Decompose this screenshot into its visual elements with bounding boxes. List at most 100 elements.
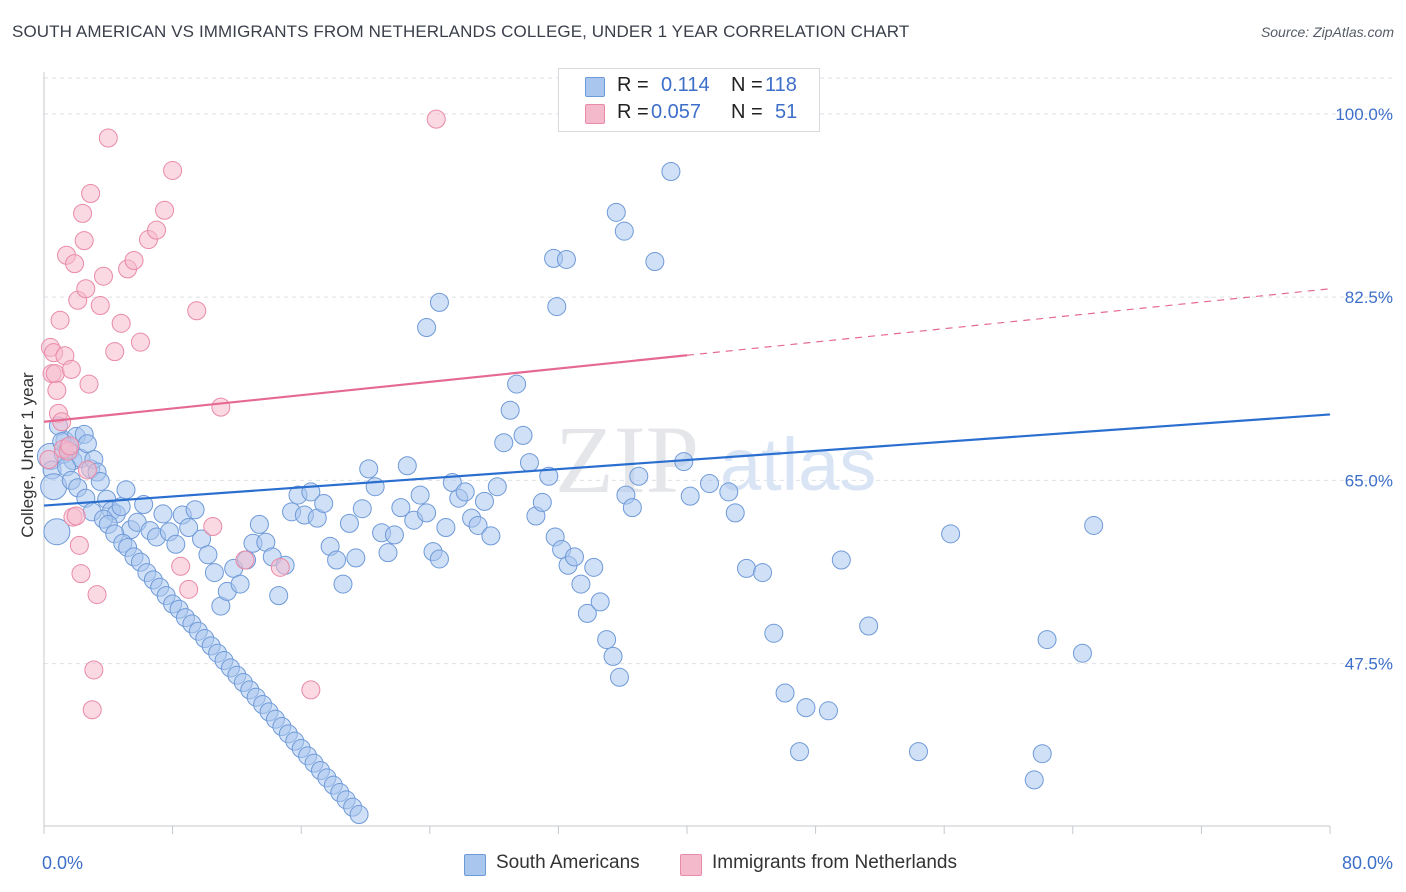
netherlands-point	[45, 364, 65, 384]
netherlands-point	[74, 231, 94, 251]
south-american-point	[349, 804, 369, 824]
netherlands-point	[73, 203, 93, 223]
netherlands-point	[203, 516, 223, 536]
south-american-point	[359, 459, 379, 479]
netherlands-point	[179, 579, 199, 599]
watermark-atlas: atlas	[720, 423, 876, 506]
netherlands-point	[84, 660, 104, 680]
south-american-point	[725, 503, 745, 523]
labels-layer: 47.5% 65.0% 82.5% 100.0% 0.0% 80.0% College, U…	[18, 105, 1393, 873]
south-american-point	[179, 518, 199, 538]
netherlands-point	[90, 296, 110, 316]
netherlands-point	[171, 556, 191, 576]
netherlands-point	[163, 160, 183, 180]
y-tick-label: 47.5%	[1345, 655, 1393, 674]
south-american-point	[796, 698, 816, 718]
south-american-point	[764, 623, 784, 643]
south-american-point	[584, 557, 604, 577]
south-american-point	[204, 563, 224, 583]
legend-n-value: 118	[765, 74, 797, 96]
netherlands-point	[93, 266, 113, 286]
netherlands-point	[39, 449, 59, 469]
south-american-point	[790, 742, 810, 762]
south-american-point	[564, 547, 584, 567]
netherlands-point	[98, 128, 118, 148]
south-american-point	[513, 425, 533, 445]
south-american-point	[468, 515, 488, 535]
south-american-point	[603, 646, 623, 666]
south-american-point	[1084, 515, 1104, 535]
south-american-point	[700, 474, 720, 494]
south-american-point	[941, 524, 961, 544]
netherlands-point	[87, 585, 107, 605]
netherlands-point	[52, 412, 72, 432]
trend-line-dashed-1	[686, 288, 1331, 356]
netherlands-point	[426, 109, 446, 129]
netherlands-point	[77, 460, 97, 480]
south-american-point	[532, 492, 552, 512]
legend-swatch-pink	[585, 104, 605, 124]
south-american-point	[198, 545, 218, 565]
netherlands-point	[81, 183, 101, 203]
south-american-point	[116, 480, 136, 500]
south-american-point	[417, 503, 437, 523]
south-american-point	[775, 683, 795, 703]
south-american-point	[547, 297, 567, 317]
south-american-point	[429, 549, 449, 569]
south-american-point	[166, 534, 186, 554]
legend-swatch-blue	[464, 854, 486, 876]
legend-r-value: 0.114	[661, 74, 710, 96]
south-american-point	[339, 513, 359, 533]
netherlands-point	[82, 700, 102, 720]
south-american-point	[327, 550, 347, 570]
netherlands-point	[61, 359, 81, 379]
south-american-point	[614, 221, 634, 241]
south-american-point	[519, 453, 539, 473]
netherlands-point	[301, 680, 321, 700]
y-tick-label: 65.0%	[1345, 471, 1393, 490]
south-american-point	[753, 563, 773, 583]
netherlands-point	[60, 436, 80, 456]
south-american-point	[736, 558, 756, 578]
source-credit: Source: ZipAtlas.com	[1260, 24, 1394, 40]
legend-n-label: N =	[731, 101, 763, 123]
watermark: ZIP atlas	[555, 406, 876, 513]
south-american-point	[346, 548, 366, 568]
south-american-point	[680, 486, 700, 506]
netherlands-point	[79, 374, 99, 394]
legend-r-label: R =	[617, 101, 649, 123]
south-american-point	[571, 574, 591, 594]
south-american-point	[333, 574, 353, 594]
south-american-point	[1032, 744, 1052, 764]
netherlands-point	[65, 254, 85, 274]
south-american-point	[494, 433, 514, 453]
south-american-point	[397, 456, 417, 476]
legend-r-value: 0.057	[651, 101, 702, 123]
grid-layer	[44, 77, 1392, 665]
south-american-point	[391, 498, 411, 518]
south-american-point	[597, 630, 617, 650]
south-american-point	[1072, 643, 1092, 663]
south-american-point	[429, 292, 449, 312]
netherlands-point	[130, 332, 150, 352]
south-american-point	[539, 466, 559, 486]
south-american-point	[410, 485, 430, 505]
legend-n-value: 51	[775, 101, 798, 123]
netherlands-point	[124, 251, 144, 270]
chart-title: SOUTH AMERICAN VS IMMIGRANTS FROM NETHER…	[12, 22, 910, 41]
netherlands-point	[76, 279, 96, 299]
y-tick-label: 82.5%	[1345, 288, 1393, 307]
netherlands-point	[50, 310, 70, 330]
south-american-point	[661, 161, 681, 181]
south-american-point	[455, 482, 475, 502]
netherlands-point	[69, 535, 89, 555]
netherlands-point	[155, 200, 175, 220]
trend-layer	[43, 288, 1331, 507]
netherlands-point	[111, 313, 131, 333]
netherlands-point	[47, 380, 67, 400]
legend-swatch-pink	[680, 854, 702, 876]
netherlands-point	[66, 506, 86, 526]
south-american-point	[908, 742, 928, 762]
y-axis-label: College, Under 1 year	[18, 372, 37, 538]
